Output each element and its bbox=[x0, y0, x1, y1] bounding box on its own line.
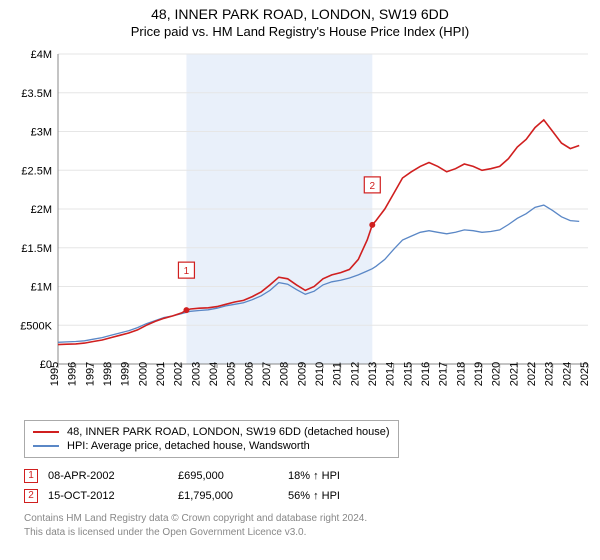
svg-text:1997: 1997 bbox=[84, 362, 96, 386]
svg-text:2009: 2009 bbox=[296, 362, 308, 386]
footer-line: This data is licensed under the Open Gov… bbox=[24, 526, 576, 540]
svg-text:£3.5M: £3.5M bbox=[21, 88, 52, 100]
transaction-price: £1,795,000 bbox=[178, 490, 278, 502]
legend-swatch-hpi bbox=[33, 445, 59, 447]
svg-text:£2.5M: £2.5M bbox=[21, 165, 52, 177]
svg-text:2021: 2021 bbox=[508, 362, 520, 386]
svg-text:2019: 2019 bbox=[473, 362, 485, 386]
svg-text:2004: 2004 bbox=[208, 362, 220, 386]
transaction-price: £695,000 bbox=[178, 470, 278, 482]
legend-swatch-property bbox=[33, 431, 59, 433]
transaction-hpi: 56% ↑ HPI bbox=[288, 490, 388, 502]
transaction-row: 1 08-APR-2002 £695,000 18% ↑ HPI bbox=[24, 466, 576, 486]
svg-text:2025: 2025 bbox=[579, 362, 591, 386]
svg-text:1: 1 bbox=[184, 266, 190, 277]
svg-text:2016: 2016 bbox=[420, 362, 432, 386]
chart-subtitle: Price paid vs. HM Land Registry's House … bbox=[0, 24, 600, 39]
legend-label: 48, INNER PARK ROAD, LONDON, SW19 6DD (d… bbox=[67, 426, 390, 438]
svg-text:£2M: £2M bbox=[31, 204, 52, 216]
line-chart-svg: £0£500K£1M£1.5M£2M£2.5M£3M£3.5M£4M199519… bbox=[8, 44, 592, 420]
transaction-hpi: 18% ↑ HPI bbox=[288, 470, 388, 482]
svg-text:1998: 1998 bbox=[102, 362, 114, 386]
svg-text:2014: 2014 bbox=[385, 362, 397, 386]
svg-text:2005: 2005 bbox=[226, 362, 238, 386]
svg-text:2022: 2022 bbox=[526, 362, 538, 386]
svg-text:2002: 2002 bbox=[173, 362, 185, 386]
svg-text:2011: 2011 bbox=[332, 362, 344, 386]
svg-text:1995: 1995 bbox=[49, 362, 61, 386]
svg-text:2010: 2010 bbox=[314, 362, 326, 386]
svg-text:2023: 2023 bbox=[544, 362, 556, 386]
svg-text:2013: 2013 bbox=[367, 362, 379, 386]
svg-text:2003: 2003 bbox=[190, 362, 202, 386]
svg-text:2018: 2018 bbox=[455, 362, 467, 386]
footer-attribution: Contains HM Land Registry data © Crown c… bbox=[24, 512, 576, 539]
svg-text:2008: 2008 bbox=[279, 362, 291, 386]
chart-title-block: 48, INNER PARK ROAD, LONDON, SW19 6DD Pr… bbox=[0, 0, 600, 39]
legend-item: HPI: Average price, detached house, Wand… bbox=[33, 439, 390, 453]
legend: 48, INNER PARK ROAD, LONDON, SW19 6DD (d… bbox=[24, 420, 399, 458]
svg-text:1999: 1999 bbox=[120, 362, 132, 386]
svg-text:£3M: £3M bbox=[31, 127, 52, 139]
transaction-marker-icon: 2 bbox=[24, 489, 38, 503]
svg-text:£1.5M: £1.5M bbox=[21, 243, 52, 255]
svg-text:2024: 2024 bbox=[561, 362, 573, 386]
svg-text:2012: 2012 bbox=[349, 362, 361, 386]
svg-text:1996: 1996 bbox=[67, 362, 79, 386]
svg-text:2017: 2017 bbox=[438, 362, 450, 386]
transaction-marker-icon: 1 bbox=[24, 469, 38, 483]
svg-text:2015: 2015 bbox=[402, 362, 414, 386]
legend-item: 48, INNER PARK ROAD, LONDON, SW19 6DD (d… bbox=[33, 425, 390, 439]
footer-line: Contains HM Land Registry data © Crown c… bbox=[24, 512, 576, 526]
chart-area: £0£500K£1M£1.5M£2M£2.5M£3M£3.5M£4M199519… bbox=[8, 44, 592, 420]
transaction-date: 15-OCT-2012 bbox=[48, 490, 168, 502]
svg-text:2007: 2007 bbox=[261, 362, 273, 386]
legend-label: HPI: Average price, detached house, Wand… bbox=[67, 440, 310, 452]
svg-text:2006: 2006 bbox=[243, 362, 255, 386]
transaction-date: 08-APR-2002 bbox=[48, 470, 168, 482]
svg-text:2020: 2020 bbox=[491, 362, 503, 386]
svg-text:2000: 2000 bbox=[137, 362, 149, 386]
transaction-row: 2 15-OCT-2012 £1,795,000 56% ↑ HPI bbox=[24, 486, 576, 506]
svg-text:£500K: £500K bbox=[20, 320, 52, 332]
svg-text:£1M: £1M bbox=[31, 282, 52, 294]
chart-title: 48, INNER PARK ROAD, LONDON, SW19 6DD bbox=[0, 6, 600, 22]
svg-text:2001: 2001 bbox=[155, 362, 167, 386]
svg-text:£4M: £4M bbox=[31, 49, 52, 61]
transactions-table: 1 08-APR-2002 £695,000 18% ↑ HPI 2 15-OC… bbox=[24, 466, 576, 506]
svg-text:2: 2 bbox=[370, 181, 376, 192]
